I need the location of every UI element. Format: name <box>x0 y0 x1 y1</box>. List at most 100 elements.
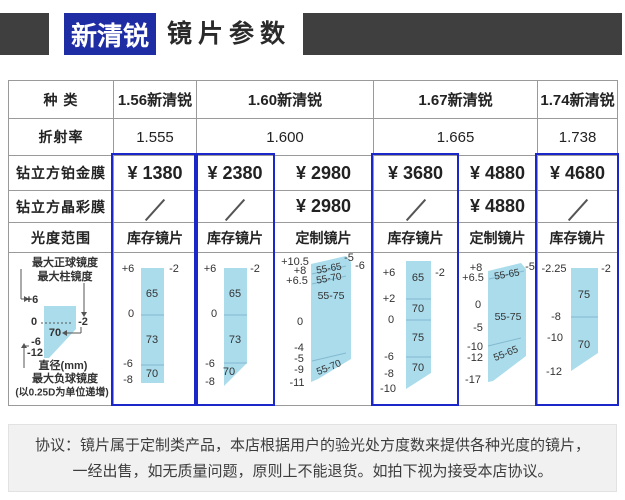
svg-text:0: 0 <box>31 316 37 328</box>
svg-text:-12: -12 <box>546 366 562 378</box>
svg-text:+8: +8 <box>294 265 307 277</box>
svg-text:0: 0 <box>297 316 303 328</box>
svg-text:73: 73 <box>146 334 158 346</box>
svg-text:55-70: 55-70 <box>315 271 343 286</box>
svg-text:-5: -5 <box>473 322 483 334</box>
svg-text:-8: -8 <box>205 376 215 388</box>
svg-text:-4: -4 <box>294 342 304 354</box>
svg-text:-17: -17 <box>465 374 481 386</box>
agreement-line-1: 协议：镜片属于定制类产品，本店根据用户的验光处方度数来提供各种光度的镜片， <box>34 437 590 454</box>
svg-text:直径(mm): 直径(mm) <box>39 358 88 372</box>
svg-text:55-75: 55-75 <box>318 290 345 302</box>
header-right-bar <box>303 13 622 55</box>
svg-text:73: 73 <box>229 334 241 346</box>
svg-text:0: 0 <box>475 299 481 311</box>
brand-badge: 新清锐 <box>64 13 156 55</box>
svg-text:65: 65 <box>412 272 424 284</box>
svg-text:70: 70 <box>146 368 158 380</box>
svg-text:-8: -8 <box>123 374 133 386</box>
platinum-coating-label: 钻立方铂金膜 <box>8 155 114 191</box>
diagram-167-custom: +8 -5 55-65 +6.5 0 55-75 -5 -10 55-65 -12 -17 <box>457 252 539 406</box>
svg-text:0: 0 <box>388 314 394 326</box>
agreement-line-2: 一经出售，如无质量问题，原则上不能退货。如拍下视为接受本店协议。 <box>72 463 553 480</box>
svg-text:-6: -6 <box>123 358 133 370</box>
refraction-row: 折射率 1.555 1.600 1.665 1.738 <box>8 118 619 156</box>
lens-type-2: 库存镜片 <box>196 222 274 253</box>
svg-text:-6: -6 <box>384 351 394 363</box>
svg-text:最大柱镜度: 最大柱镜度 <box>38 269 94 283</box>
col-header-174: 1.74新清锐 <box>537 80 619 119</box>
svg-text:70: 70 <box>223 366 235 378</box>
svg-text:0: 0 <box>128 308 134 320</box>
agreement-box: 协议：镜片属于定制类产品，本店根据用户的验光处方度数来提供各种光度的镜片， 一经… <box>8 424 617 492</box>
svg-text:-6: -6 <box>31 336 41 348</box>
diagram-legend: 最大正球镜度 最大柱镜度 +6 0 -2 70 -6 -12 直径(mm) 最大负球镜度 (以0.2… <box>8 252 114 406</box>
svg-text:65: 65 <box>146 288 158 300</box>
refraction-label: 折射率 <box>8 118 114 156</box>
lens-type-1: 库存镜片 <box>113 222 197 253</box>
svg-text:70: 70 <box>49 327 61 339</box>
svg-text:-2: -2 <box>78 316 88 328</box>
diagram-156-stock: +6 -2 65 0 73 -6 70 -8 <box>113 252 197 406</box>
svg-text:55-75: 55-75 <box>495 311 522 323</box>
price-platinum-5: ¥ 4880 <box>457 155 539 191</box>
svg-text:+6.5: +6.5 <box>462 272 484 284</box>
crystal-coating-label: 钻立方晶彩膜 <box>8 190 114 223</box>
svg-text:-10: -10 <box>467 341 483 353</box>
crystal-na-2 <box>196 190 274 223</box>
slash-mark <box>567 198 588 221</box>
kind-label: 种 类 <box>8 80 114 119</box>
refraction-160: 1.600 <box>195 118 375 156</box>
svg-text:0: 0 <box>211 308 217 320</box>
price-crystal-3: ¥ 2980 <box>272 190 375 223</box>
svg-text:最大正球镜度: 最大正球镜度 <box>32 255 99 269</box>
svg-text:-9: -9 <box>294 364 304 376</box>
svg-text:75: 75 <box>412 332 424 344</box>
svg-text:-2: -2 <box>601 263 611 275</box>
svg-text:-5: -5 <box>525 261 535 273</box>
svg-text:-2: -2 <box>435 267 445 279</box>
svg-text:-6: -6 <box>355 260 365 272</box>
svg-text:+6: +6 <box>26 294 39 306</box>
refraction-167: 1.665 <box>373 118 539 156</box>
diagram-160-custom: +10.5 -5 -6 +8 55-65 +6.5 55-70 55-75 0 -4 -5 -9 55-… <box>272 252 375 406</box>
price-platinum-4: ¥ 3680 <box>373 155 459 191</box>
svg-text:+6: +6 <box>204 263 217 275</box>
svg-text:65: 65 <box>229 288 241 300</box>
refraction-156: 1.555 <box>113 118 197 156</box>
lens-type-4: 库存镜片 <box>373 222 459 253</box>
price-platinum-1: ¥ 1380 <box>113 155 197 191</box>
power-range-label: 光度范围 <box>8 222 114 253</box>
svg-text:+6: +6 <box>383 267 396 279</box>
svg-text:-5: -5 <box>344 253 354 264</box>
svg-text:+6.5: +6.5 <box>286 275 308 287</box>
svg-text:75: 75 <box>578 289 590 301</box>
spec-table: 种 类 1.56新清锐 1.60新清锐 1.67新清锐 1.74新清锐 折射率 … <box>8 80 619 406</box>
svg-text:55-65: 55-65 <box>315 261 343 276</box>
svg-text:(以0.25D为单位递增): (以0.25D为单位递增) <box>15 386 108 399</box>
platinum-coating-row: 钻立方铂金膜 ¥ 1380 ¥ 2380 ¥ 2980 ¥ 3680 ¥ 488… <box>8 155 619 191</box>
svg-text:-12: -12 <box>467 352 483 364</box>
svg-text:-11: -11 <box>289 377 304 389</box>
svg-text:+2: +2 <box>383 293 396 305</box>
svg-text:最大负球镜度: 最大负球镜度 <box>32 371 99 385</box>
svg-text:-2.25: -2.25 <box>541 263 566 275</box>
crystal-na-4 <box>373 190 459 223</box>
svg-text:-6: -6 <box>205 358 215 370</box>
svg-text:-2: -2 <box>250 263 260 275</box>
slash-mark <box>144 198 166 221</box>
svg-text:+8: +8 <box>470 262 483 274</box>
svg-text:-10: -10 <box>547 332 563 344</box>
svg-text:-5: -5 <box>294 353 304 365</box>
lens-type-5: 定制镜片 <box>457 222 539 253</box>
diagram-160-stock: +6 -2 65 0 73 -6 70 -8 <box>196 252 274 406</box>
crystal-na-6 <box>537 190 619 223</box>
svg-text:-2: -2 <box>169 263 179 275</box>
svg-text:70: 70 <box>412 303 424 315</box>
crystal-coating-row: 钻立方晶彩膜 ¥ 2980 ¥ 4880 <box>8 190 619 223</box>
crystal-na-1 <box>113 190 197 223</box>
col-header-160: 1.60新清锐 <box>195 80 375 119</box>
svg-text:-8: -8 <box>551 311 561 323</box>
price-platinum-6: ¥ 4680 <box>537 155 619 191</box>
